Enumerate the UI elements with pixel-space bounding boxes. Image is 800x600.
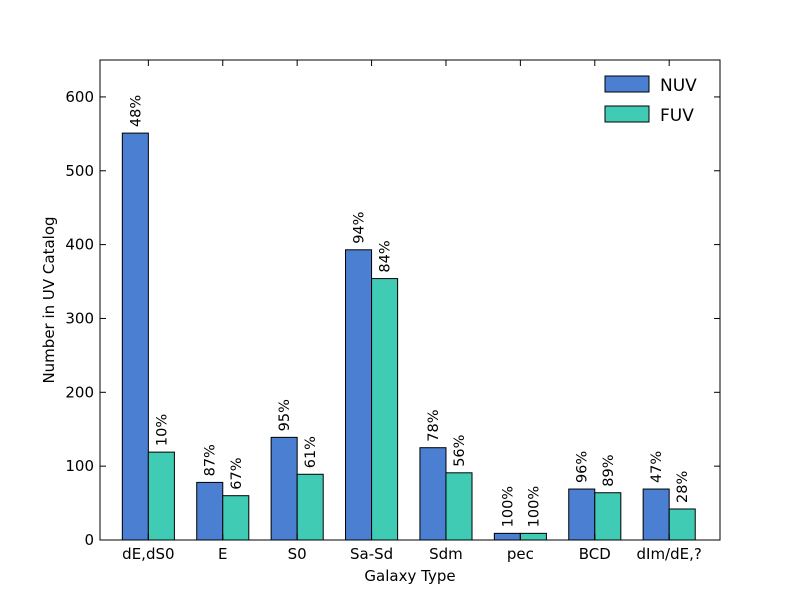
- bar-labels-layer: 48% 10% 87% 67% 95% 61% 94% 84% 78% 56% 100% 100% 96…: [128, 95, 691, 527]
- bar-label-nuv-3: 94%: [352, 212, 368, 244]
- bar-label-nuv-2: 95%: [277, 399, 293, 431]
- axis-ticks-layer: 0 100 200 300 400 500 600 dE,dS0 E S0 Sa-Sd Sdm pec B…: [65, 60, 720, 563]
- legend-label-nuv: NUV: [660, 76, 697, 96]
- bar-label-fuv-1: 67%: [229, 457, 245, 489]
- bar-nuv-5: [493, 532, 521, 541]
- y-tick-label-1: 100: [65, 457, 94, 475]
- bar-label-nuv-0: 48%: [128, 95, 144, 127]
- bar-label-fuv-7: 28%: [675, 471, 691, 503]
- bar-fuv-1: [222, 495, 250, 541]
- y-tick-label-2: 200: [65, 383, 94, 401]
- x-axis-label: Galaxy Type: [364, 567, 455, 585]
- x-tick-label-5: pec: [507, 545, 534, 563]
- x-tick-label-1: E: [218, 545, 227, 563]
- bar-label-fuv-6: 89%: [601, 455, 617, 487]
- bar-fuv-7: [668, 508, 696, 541]
- bar-label-fuv-5: 100%: [526, 486, 542, 527]
- x-tick-label-3: Sa-Sd: [350, 545, 393, 563]
- legend-label-fuv: FUV: [660, 106, 694, 126]
- y-tick-label-4: 400: [65, 236, 94, 254]
- bar-label-nuv-7: 47%: [649, 451, 665, 483]
- y-tick-label-6: 600: [65, 88, 94, 106]
- legend-swatch-fuv: [604, 105, 650, 123]
- bar-label-fuv-3: 84%: [378, 240, 394, 272]
- y-tick-label-3: 300: [65, 309, 94, 327]
- x-tick-label-0: dE,dS0: [122, 545, 174, 563]
- bar-label-fuv-2: 61%: [303, 436, 319, 468]
- bar-label-nuv-1: 87%: [203, 444, 219, 476]
- legend: NUV FUV: [604, 75, 697, 126]
- bar-label-fuv-4: 56%: [452, 435, 468, 467]
- bar-fuv-4: [445, 472, 473, 541]
- bar-fuv-0: [147, 451, 175, 541]
- x-tick-label-2: S0: [288, 545, 307, 563]
- x-tick-label-6: BCD: [579, 545, 611, 563]
- bar-label-fuv-0: 10%: [154, 414, 170, 446]
- bar-nuv-1: [196, 481, 224, 541]
- bar-label-nuv-4: 78%: [426, 409, 442, 441]
- bar-nuv-0: [121, 132, 149, 541]
- plot-frame: [99, 59, 721, 541]
- bar-nuv-4: [419, 447, 447, 541]
- x-tick-label-7: dIm/dE,?: [637, 545, 702, 563]
- legend-swatch-nuv: [604, 75, 650, 93]
- bar-label-nuv-5: 100%: [500, 486, 516, 527]
- bar-fuv-3: [371, 278, 399, 541]
- y-axis-label: Number in UV Catalog: [40, 216, 58, 383]
- bar-nuv-2: [270, 436, 298, 541]
- bar-label-nuv-6: 96%: [575, 451, 591, 483]
- bar-nuv-7: [642, 488, 670, 541]
- bar-fuv-6: [594, 492, 622, 541]
- bar-nuv-3: [345, 249, 373, 541]
- y-tick-label-5: 500: [65, 162, 94, 180]
- bar-nuv-6: [568, 488, 596, 541]
- bar-fuv-2: [296, 473, 324, 541]
- y-tick-label-0: 0: [84, 531, 94, 549]
- bar-fuv-5: [519, 532, 547, 541]
- x-tick-label-4: Sdm: [429, 545, 463, 563]
- bars-layer: [121, 132, 696, 541]
